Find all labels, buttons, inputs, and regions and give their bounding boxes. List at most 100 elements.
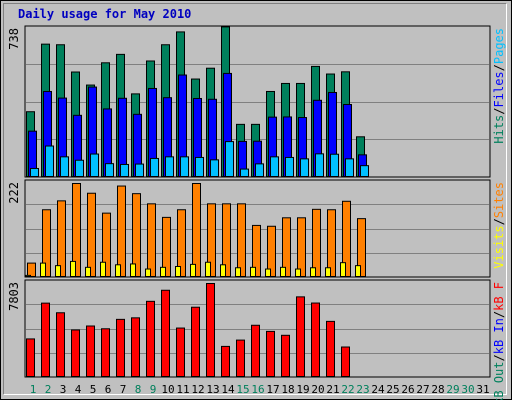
bar-pages-day-8 bbox=[135, 163, 144, 178]
bar-pages-day-20 bbox=[315, 153, 324, 177]
x-tick-day-6: 6 bbox=[105, 383, 112, 396]
bar-pages-day-3 bbox=[60, 156, 69, 178]
bar-visits-day-15 bbox=[235, 267, 241, 277]
bar-visits-day-11 bbox=[175, 265, 181, 278]
legend-item: kB Out bbox=[492, 362, 506, 400]
x-tick-day-29: 29 bbox=[446, 383, 459, 396]
bar-kbf-day-11 bbox=[176, 327, 185, 377]
legend-separator: / bbox=[492, 107, 506, 114]
legend-item: kB In bbox=[492, 318, 506, 354]
bar-pages-day-15 bbox=[240, 168, 249, 178]
bar-sites-day-12 bbox=[192, 183, 201, 277]
x-tick-day-20: 20 bbox=[311, 383, 324, 396]
bar-pages-day-14 bbox=[225, 141, 234, 177]
bar-visits-day-5 bbox=[85, 266, 91, 277]
bar-sites-day-20 bbox=[312, 208, 321, 277]
bar-kbf-day-13 bbox=[206, 283, 215, 377]
bar-kbf-day-15 bbox=[236, 339, 245, 377]
bar-pages-day-6 bbox=[105, 163, 114, 177]
legend-item: Pages bbox=[492, 28, 506, 64]
bar-kbf-day-4 bbox=[71, 329, 80, 378]
bar-kbf-day-22 bbox=[341, 346, 350, 377]
x-tick-day-21: 21 bbox=[326, 383, 339, 396]
bar-kbf-day-1 bbox=[26, 338, 35, 377]
x-tick-day-11: 11 bbox=[176, 383, 189, 396]
bar-sites-day-4 bbox=[72, 183, 81, 277]
bar-pages-day-17 bbox=[270, 156, 279, 178]
bar-kbf-day-12 bbox=[191, 306, 200, 377]
x-tick-day-9: 9 bbox=[150, 383, 157, 396]
bar-pages-day-4 bbox=[75, 159, 84, 177]
bar-kbf-day-3 bbox=[56, 312, 65, 378]
bar-visits-day-16 bbox=[250, 266, 256, 277]
bar-kbf-day-21 bbox=[326, 320, 335, 377]
bar-sites-day-9 bbox=[147, 203, 156, 277]
bar-kbf-day-20 bbox=[311, 302, 320, 378]
chart-title: Daily usage for May 2010 bbox=[18, 7, 192, 21]
legend-item: Hits bbox=[492, 115, 506, 144]
legend-separator: / bbox=[492, 354, 506, 361]
bar-pages-day-9 bbox=[150, 157, 159, 178]
legend-bottom: kB Out/kB In/kB F bbox=[492, 282, 506, 400]
bar-visits-day-14 bbox=[220, 264, 226, 278]
x-tick-day-19: 19 bbox=[296, 383, 309, 396]
legend-item: kB F bbox=[492, 282, 506, 311]
bar-visits-day-4 bbox=[70, 260, 76, 278]
x-tick-day-28: 28 bbox=[431, 383, 444, 396]
x-tick-day-16: 16 bbox=[251, 383, 264, 396]
bar-pages-day-18 bbox=[285, 156, 294, 178]
bar-sites-day-18 bbox=[282, 217, 291, 278]
bar-sites-day-7 bbox=[117, 185, 126, 277]
bar-visits-day-2 bbox=[40, 262, 46, 278]
x-tick-day-2: 2 bbox=[45, 383, 52, 396]
bar-visits-day-23 bbox=[355, 265, 361, 277]
y-max-label-bottom: 7803 bbox=[7, 282, 21, 311]
bar-visits-day-7 bbox=[115, 264, 121, 278]
x-tick-day-23: 23 bbox=[356, 383, 369, 396]
bar-kbf-day-14 bbox=[221, 345, 230, 377]
bar-visits-day-19 bbox=[295, 268, 301, 277]
x-tick-day-8: 8 bbox=[135, 383, 142, 396]
bar-kbf-day-2 bbox=[41, 302, 50, 378]
bar-sites-day-13 bbox=[207, 203, 216, 277]
x-tick-day-22: 22 bbox=[341, 383, 354, 396]
bar-visits-day-10 bbox=[160, 266, 166, 277]
bar-sites-day-11 bbox=[177, 209, 186, 278]
x-tick-day-31: 31 bbox=[476, 383, 489, 396]
inner-frame bbox=[3, 3, 507, 395]
x-tick-day-4: 4 bbox=[75, 383, 82, 396]
x-tick-day-27: 27 bbox=[416, 383, 429, 396]
legend-top: Hits/Files/Pages bbox=[492, 28, 506, 144]
bar-sites-day-23 bbox=[357, 218, 366, 278]
x-tick-day-10: 10 bbox=[161, 383, 174, 396]
bar-kbf-day-5 bbox=[86, 325, 95, 378]
bar-visits-day-17 bbox=[265, 268, 271, 277]
bar-pages-day-19 bbox=[300, 158, 309, 177]
bar-sites-day-15 bbox=[237, 203, 246, 277]
bar-pages-day-13 bbox=[210, 159, 219, 178]
bar-kbf-day-7 bbox=[116, 318, 125, 378]
bar-kbf-day-6 bbox=[101, 328, 110, 377]
bar-pages-day-21 bbox=[330, 153, 339, 177]
legend-middle: Visits/Sites bbox=[492, 182, 506, 269]
bar-pages-day-10 bbox=[165, 156, 174, 178]
bar-visits-day-3 bbox=[55, 265, 61, 277]
bar-visits-day-13 bbox=[205, 261, 211, 277]
legend-separator: / bbox=[492, 311, 506, 318]
bar-pages-day-11 bbox=[180, 156, 189, 178]
x-tick-day-25: 25 bbox=[386, 383, 399, 396]
bar-pages-day-12 bbox=[195, 156, 204, 178]
legend-item: Files bbox=[492, 71, 506, 107]
bar-kbf-day-16 bbox=[251, 324, 260, 377]
y-max-label-middle: 222 bbox=[7, 182, 21, 204]
bar-pages-day-2 bbox=[45, 145, 54, 178]
bar-kbf-day-8 bbox=[131, 317, 140, 377]
bar-visits-day-18 bbox=[280, 266, 286, 277]
x-tick-day-18: 18 bbox=[281, 383, 294, 396]
bar-visits-day-22 bbox=[340, 262, 346, 277]
x-tick-day-13: 13 bbox=[206, 383, 219, 396]
y-max-label-top: 738 bbox=[7, 28, 21, 50]
bar-visits-day-12 bbox=[190, 263, 196, 277]
bar-kbf-day-9 bbox=[146, 300, 155, 377]
